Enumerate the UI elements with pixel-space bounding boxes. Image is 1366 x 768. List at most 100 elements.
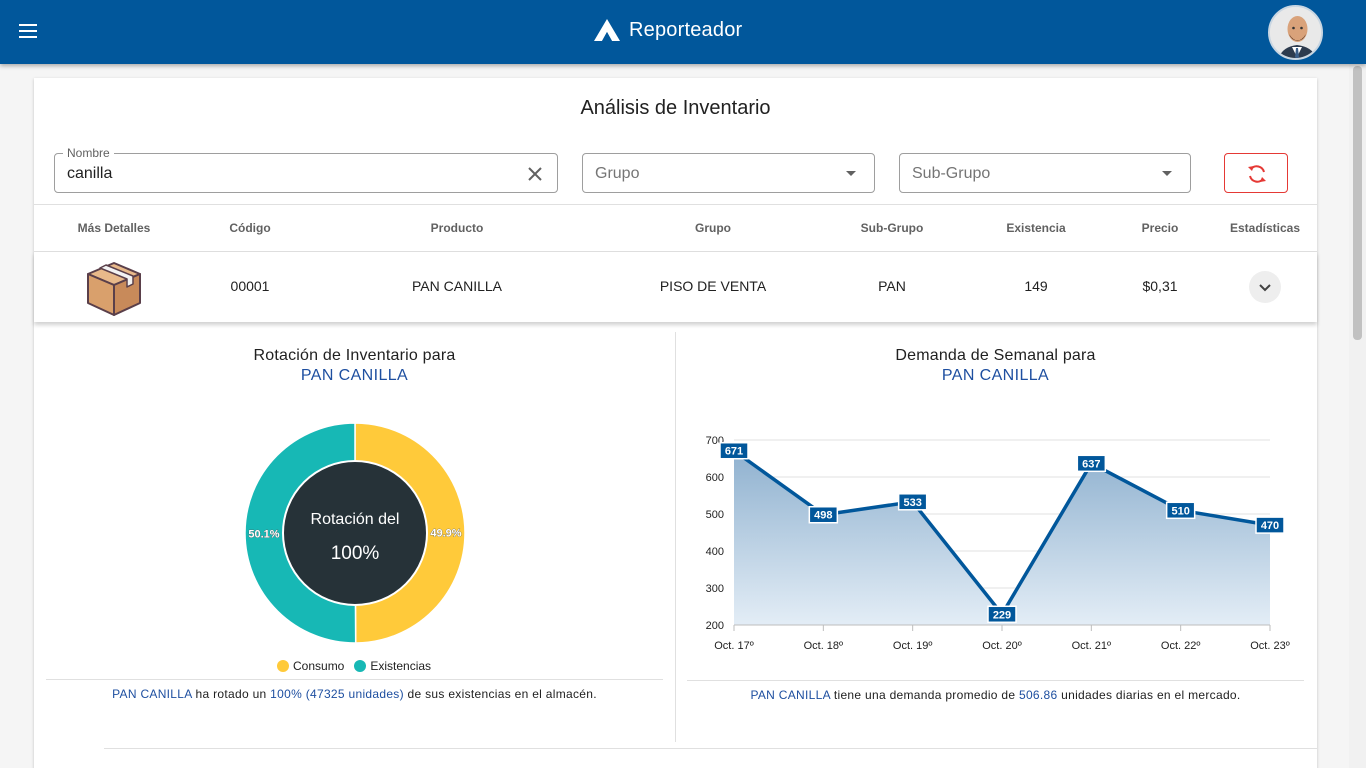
data-label: 637 (1082, 458, 1100, 470)
y-tick-label: 500 (706, 509, 724, 521)
scrollbar-thumb[interactable] (1353, 66, 1362, 340)
x-tick-label: Oct. 17º (714, 640, 753, 652)
data-label: 510 (1171, 505, 1189, 517)
legend-dot-existencias (354, 660, 367, 672)
data-label: 533 (903, 497, 921, 509)
y-tick-label: 400 (706, 546, 724, 558)
donut-label-existencias: 50.1% (248, 528, 279, 540)
y-tick-label: 200 (706, 620, 724, 632)
nombre-field[interactable]: Nombre canilla (54, 146, 558, 193)
rotation-caption-product: PAN CANILLA (112, 687, 192, 701)
demand-caption-text2: unidades diarias en el mercado. (1057, 688, 1241, 702)
col-estadisticas[interactable]: Estadísticas (1229, 221, 1301, 235)
bottom-divider (104, 748, 1317, 749)
legend-item-existencias[interactable]: Existencias (354, 659, 431, 673)
data-label: 671 (725, 446, 743, 458)
clear-icon[interactable] (525, 164, 545, 184)
rotation-caption: PAN CANILLA ha rotado un 100% (47325 uni… (46, 687, 663, 701)
legend-item-consumo[interactable]: Consumo (277, 659, 344, 673)
user-avatar-icon (1270, 7, 1321, 58)
demand-title: Demanda de Semanal para (895, 347, 1096, 364)
legend-label-consumo: Consumo (293, 659, 345, 673)
rotation-caption-text2: de sus existencias en el almacén. (403, 687, 597, 701)
cell-subgrupo: PAN (878, 278, 906, 294)
col-grupo[interactable]: Grupo (695, 221, 731, 235)
data-point[interactable] (719, 441, 749, 460)
box-icon[interactable] (83, 257, 145, 319)
demand-caption: PAN CANILLA tiene una demanda promedio d… (687, 688, 1304, 702)
x-tick-label: Oct. 18º (804, 640, 843, 652)
table-header: Más Detalles Código Producto Grupo Sub-G… (34, 204, 1317, 252)
data-point[interactable] (1165, 501, 1196, 520)
cell-precio: $0,31 (1142, 278, 1178, 294)
app-bar: Reporteador (0, 0, 1366, 64)
nombre-label: Nombre (63, 146, 114, 160)
chevron-down-icon[interactable] (846, 171, 856, 176)
menu-icon[interactable] (14, 18, 42, 46)
x-tick-label: Oct. 19º (893, 640, 932, 652)
nombre-input[interactable]: canilla (67, 165, 113, 182)
avatar[interactable] (1268, 5, 1323, 60)
rotation-title: Rotación de Inventario para (253, 347, 456, 364)
rotation-product: PAN CANILLA (300, 367, 409, 384)
expand-stats-button[interactable] (1249, 271, 1281, 303)
panel-divider (675, 332, 676, 742)
cell-codigo: 00001 (230, 278, 270, 294)
demand-caption-amount: 506.86 (1018, 688, 1058, 702)
rotation-legend: Consumo Existencias (277, 659, 441, 673)
legend-label-existencias: Existencias (370, 659, 432, 673)
legend-dot-consumo (277, 660, 289, 672)
chevron-down-icon[interactable] (1162, 171, 1172, 176)
data-point[interactable] (987, 605, 1017, 624)
grupo-select[interactable]: Grupo (582, 153, 875, 193)
donut-center-label: Rotación del (311, 511, 400, 528)
col-precio[interactable]: Precio (1141, 221, 1179, 235)
rotation-rule (46, 679, 663, 680)
cell-grupo: PISO DE VENTA (659, 278, 767, 294)
donut-center-value: 100% (331, 543, 380, 564)
data-point[interactable] (897, 493, 928, 511)
rotation-donut-chart: Rotación del 100% 49.9% 50.1% (244, 422, 466, 644)
subgrupo-select[interactable]: Sub-Grupo (899, 153, 1191, 193)
refresh-icon (1248, 165, 1266, 183)
demand-product: PAN CANILLA (941, 367, 1050, 384)
page-title: Análisis de Inventario (580, 97, 771, 119)
page-scrollbar[interactable] (1349, 64, 1366, 768)
rotation-caption-text1: ha rotado un (191, 687, 271, 701)
refresh-button[interactable] (1224, 153, 1288, 193)
data-label: 229 (993, 609, 1011, 621)
grupo-placeholder: Grupo (595, 165, 640, 182)
demand-caption-text1: tiene una demanda promedio de (830, 688, 1019, 702)
col-subgrupo[interactable]: Sub-Grupo (860, 221, 924, 235)
col-producto[interactable]: Producto (430, 221, 484, 235)
rotation-caption-amount: 100% (47325 unidades) (270, 687, 404, 701)
demand-caption-product: PAN CANILLA (750, 688, 831, 702)
y-tick-label: 300 (706, 583, 724, 595)
cell-existencia: 149 (1024, 278, 1048, 294)
subgrupo-placeholder: Sub-Grupo (912, 165, 991, 182)
col-codigo[interactable]: Código (229, 221, 271, 235)
data-point[interactable] (1076, 454, 1107, 473)
x-tick-label: Oct. 22º (1161, 640, 1200, 652)
demand-area (734, 450, 1270, 625)
app-title: Reporteador (629, 18, 743, 41)
data-label: 498 (814, 510, 832, 522)
data-point[interactable] (808, 505, 839, 524)
demand-rule (687, 680, 1304, 681)
donut-label-consumo: 49.9% (430, 528, 461, 540)
col-mas-detalles[interactable]: Más Detalles (77, 221, 151, 235)
col-existencia[interactable]: Existencia (1006, 221, 1066, 235)
x-tick-label: Oct. 23º (1250, 640, 1289, 652)
data-label: 470 (1261, 520, 1279, 532)
chevron-down-icon (1259, 284, 1271, 292)
inventory-card: Análisis de Inventario Nombre canilla Gr… (34, 78, 1317, 768)
app-logo-icon (594, 19, 620, 41)
x-tick-label: Oct. 20º (982, 640, 1021, 652)
cell-producto: PAN CANILLA (412, 278, 502, 294)
data-point[interactable] (1255, 516, 1285, 534)
brand[interactable]: Reporteador (593, 18, 742, 42)
x-tick-label: Oct. 21º (1072, 640, 1111, 652)
y-tick-label: 600 (706, 472, 724, 484)
table-row[interactable]: 00001 PAN CANILLA PISO DE VENTA PAN 149 … (34, 252, 1317, 322)
